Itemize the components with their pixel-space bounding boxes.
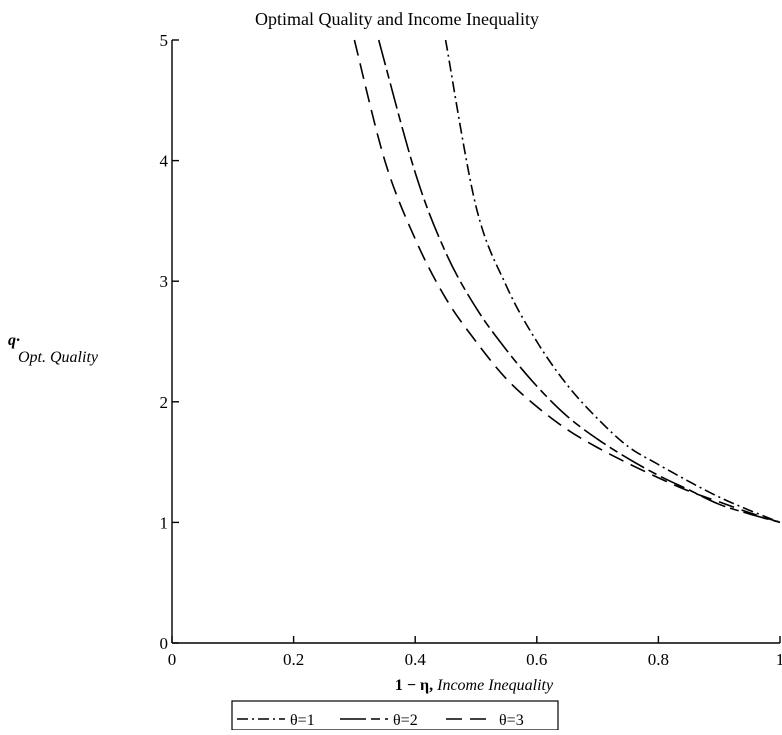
x-tick-label: 1 (776, 650, 782, 669)
chart-title: Optimal Quality and Income Inequality (255, 9, 539, 29)
x-axis-title: 1 − η, Income Inequality (395, 677, 554, 694)
x-tick-label: 0.4 (405, 650, 427, 669)
series-line-2 (379, 40, 780, 522)
legend: θ=1 θ=2 θ=3 (232, 701, 558, 730)
x-axis-title-main: 1 − η, (395, 677, 437, 694)
legend-label-2: θ=2 (393, 712, 418, 729)
x-tick-label: 0.6 (526, 650, 547, 669)
x-tick-label: 0.2 (283, 650, 304, 669)
y-axis-label: q· Opt. Quality (8, 332, 99, 366)
y-tick-label: 2 (160, 393, 169, 412)
y-tick-label: 4 (160, 152, 169, 171)
series-group (354, 40, 780, 522)
x-tick-label: 0.8 (648, 650, 669, 669)
legend-label-3: θ=3 (499, 712, 524, 729)
x-axis-title-italic: Income Inequality (436, 677, 554, 694)
y-tick-label: 0 (160, 634, 169, 653)
y-tick-label: 1 (160, 513, 169, 532)
y-axis-symbol: q· (8, 332, 20, 349)
series-line-3 (354, 40, 780, 522)
x-tick-label: 0 (168, 650, 177, 669)
legend-label-1: θ=1 (290, 712, 315, 729)
axes: 0 1 2 3 4 5 0 0.2 0.4 0.6 0.8 1 (160, 31, 782, 669)
y-tick-label: 3 (160, 272, 169, 291)
y-axis-title: Opt. Quality (18, 349, 99, 366)
y-tick-label: 5 (160, 31, 169, 50)
